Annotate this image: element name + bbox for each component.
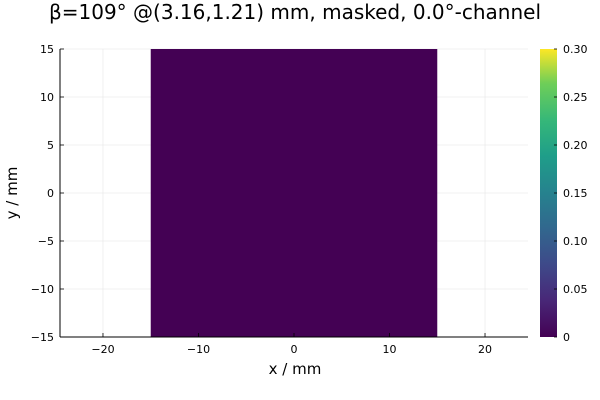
heatmap-cells bbox=[150, 49, 438, 337]
colorbar-tick-label: 0.25 bbox=[563, 91, 588, 104]
x-tick-label: 10 bbox=[383, 343, 397, 356]
x-tick-label: 0 bbox=[291, 343, 298, 356]
y-tick-label: 10 bbox=[40, 91, 54, 104]
y-tick-label: 0 bbox=[47, 187, 54, 200]
heatmap-layer bbox=[150, 49, 438, 337]
colorbar-tick-label: 0.30 bbox=[563, 43, 588, 56]
colorbar-tick-label: 0.05 bbox=[563, 283, 588, 296]
y-ticks: −15 −10 −5 0 5 10 15 bbox=[31, 43, 64, 344]
chart-title: β=109° @(3.16,1.21) mm, masked, 0.0°-cha… bbox=[49, 0, 541, 24]
y-axis-label: y / mm bbox=[3, 167, 21, 220]
x-axis-label: x / mm bbox=[269, 360, 322, 378]
colorbar bbox=[540, 49, 557, 337]
colorbar-tick-label: 0.20 bbox=[563, 139, 588, 152]
x-tick-label: −20 bbox=[91, 343, 114, 356]
colorbar-tick-label: 0.15 bbox=[563, 187, 588, 200]
y-tick-label: −5 bbox=[38, 235, 54, 248]
colorbar-tick-label: 0.10 bbox=[563, 235, 588, 248]
y-tick-label: 15 bbox=[40, 43, 54, 56]
colorbar-tick-label: 0 bbox=[563, 331, 570, 344]
x-tick-label: −10 bbox=[187, 343, 210, 356]
y-tick-label: −15 bbox=[31, 331, 54, 344]
y-tick-label: 5 bbox=[47, 139, 54, 152]
x-ticks: −20 −10 0 10 20 bbox=[91, 333, 492, 356]
x-tick-label: 20 bbox=[478, 343, 492, 356]
colorbar-ticks: 0 0.05 0.10 0.15 0.20 0.25 0.30 bbox=[554, 43, 588, 344]
y-tick-label: −10 bbox=[31, 283, 54, 296]
